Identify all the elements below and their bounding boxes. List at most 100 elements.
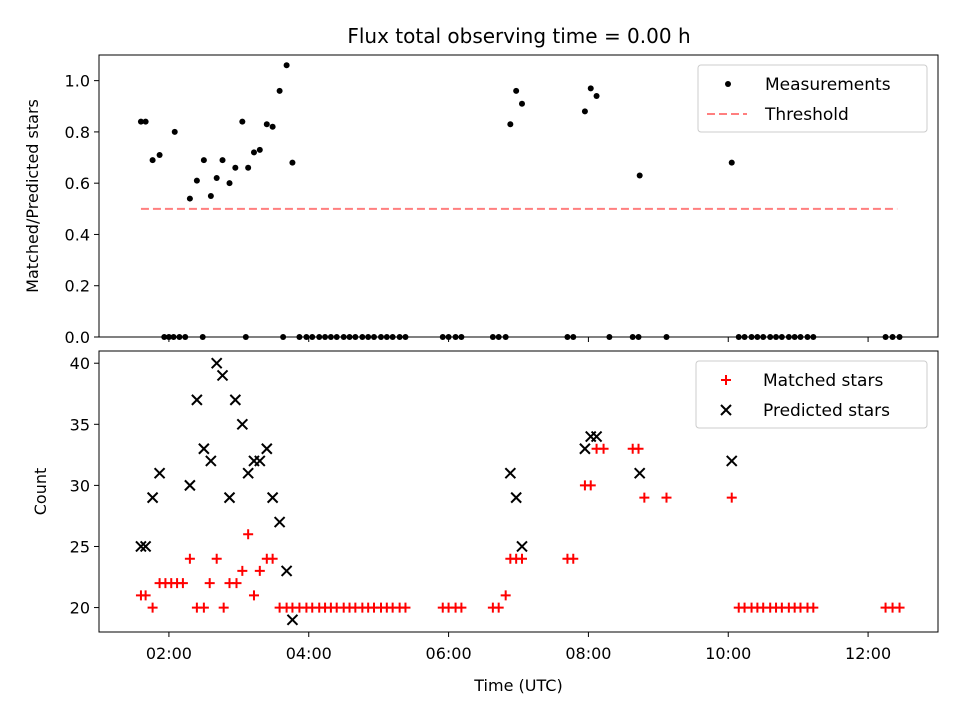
measurement-point xyxy=(193,177,200,184)
x-tick-label: 04:00 xyxy=(286,644,332,663)
matched-star-point xyxy=(147,602,158,613)
measurement-point xyxy=(149,157,156,164)
matched-star-point xyxy=(237,565,248,576)
y-tick-label: 30 xyxy=(70,476,90,495)
measurement-point xyxy=(593,93,600,100)
predicted-star-point xyxy=(254,455,266,467)
predicted-star-point xyxy=(242,467,254,479)
matched-star-point xyxy=(177,578,188,589)
x-tick-label: 12:00 xyxy=(845,644,891,663)
predicted-star-point xyxy=(504,467,517,479)
measurement-point xyxy=(256,146,263,153)
measurement-point xyxy=(636,172,643,179)
measurement-point xyxy=(137,118,144,125)
predicted-star-point xyxy=(286,614,299,626)
measurement-point xyxy=(245,164,252,171)
matched-star-point xyxy=(661,492,672,503)
predicted-star-point xyxy=(229,394,242,406)
predicted-star-point xyxy=(726,455,738,467)
predicted-star-point xyxy=(139,540,152,553)
y-tick-label: 0.4 xyxy=(65,225,90,244)
x-tick-label: 10:00 xyxy=(705,644,751,663)
bottom-axes-frame xyxy=(98,350,939,633)
x-tick-label: 08:00 xyxy=(565,644,611,663)
matched-star-point xyxy=(184,553,195,564)
matched-star-point xyxy=(585,480,596,491)
matched-star-point xyxy=(500,590,511,601)
measurement-point xyxy=(156,151,163,158)
predicted-star-point xyxy=(216,369,229,382)
predicted-star-point xyxy=(280,565,293,577)
measurement-point xyxy=(219,157,226,164)
measurement-point xyxy=(226,180,233,187)
measurement-point xyxy=(581,108,588,115)
top-axes-frame xyxy=(98,54,939,338)
measurement-point xyxy=(200,157,207,164)
matched-star-point xyxy=(218,602,229,613)
y-tick-label: 0.2 xyxy=(65,277,90,296)
legend-label-threshold: Threshold xyxy=(764,105,849,125)
matched-star-point xyxy=(456,602,467,613)
legend-marker-measurements xyxy=(725,81,731,87)
predicted-star-point xyxy=(590,430,603,443)
legend-box xyxy=(695,360,928,429)
predicted-star-point xyxy=(223,491,236,504)
matched-star-point xyxy=(243,529,254,540)
predicted-star-point xyxy=(205,455,217,467)
y-tick-label: 20 xyxy=(70,599,90,618)
measurement-point xyxy=(507,121,514,128)
legend-label-predicted: Predicted stars xyxy=(763,401,890,421)
predicted-star-point xyxy=(273,516,286,528)
legend-marker-matched xyxy=(721,375,731,385)
y-tick-label: 0.6 xyxy=(65,174,90,193)
predicted-star-point xyxy=(191,394,203,406)
matched-star-point xyxy=(493,602,504,613)
legend-marker-predicted xyxy=(720,404,732,416)
measurement-point xyxy=(518,100,525,107)
measurement-point xyxy=(276,87,283,94)
bottom-panel: 20 25 30 35 40 02:00 04:00 06:00 08:00 10:00 12:00… xyxy=(31,350,939,695)
y-axis-label: Matched/Predicted stars xyxy=(23,99,42,293)
measurement-point xyxy=(513,87,520,94)
measurement-point xyxy=(263,121,270,128)
measurement-point xyxy=(728,159,735,166)
predicted-star-point xyxy=(579,443,591,455)
matched-star-point xyxy=(568,553,579,564)
measurement-point xyxy=(142,118,149,125)
measurement-point xyxy=(239,118,246,125)
matched-star-point xyxy=(231,578,242,589)
predicted-star-point xyxy=(146,491,159,504)
predicted-star-point xyxy=(135,540,147,553)
matched-star-point xyxy=(639,492,650,503)
matched-star-point xyxy=(211,553,222,564)
measurement-point xyxy=(269,123,276,130)
y-tick-label: 0.0 xyxy=(65,328,90,347)
top-panel: 0.0 0.2 0.4 0.6 0.8 1.0 Matched/Predicted star… xyxy=(23,54,939,347)
measurement-point xyxy=(283,62,290,69)
y-tick-label: 40 xyxy=(70,354,90,373)
predicted-star-point xyxy=(633,467,646,479)
measurement-point xyxy=(587,85,594,92)
predicted-star-point xyxy=(510,491,522,504)
predicted-star-point xyxy=(210,357,223,369)
top-legend: Measurements Threshold xyxy=(697,64,928,133)
predicted-star-point xyxy=(516,540,528,553)
legend-label-matched: Matched stars xyxy=(763,371,883,391)
legend-label-measurements: Measurements xyxy=(765,75,891,95)
matched-star-point xyxy=(516,553,527,564)
predicted-star-point xyxy=(236,418,249,431)
measurement-point xyxy=(232,164,239,171)
measurement-point xyxy=(213,175,220,182)
matched-star-point xyxy=(198,602,209,613)
y-tick-label: 0.8 xyxy=(65,123,90,142)
measurement-point xyxy=(186,195,193,202)
matched-star-point xyxy=(894,602,905,613)
matched-star-point xyxy=(204,578,215,589)
x-axis-label: Time (UTC) xyxy=(473,676,562,695)
predicted-star-point xyxy=(261,443,273,455)
matched-star-point xyxy=(254,565,265,576)
matched-star-point xyxy=(726,492,737,503)
legend-box xyxy=(697,64,928,133)
